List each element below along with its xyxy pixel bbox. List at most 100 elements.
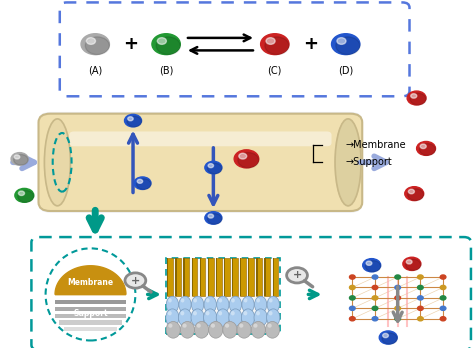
FancyBboxPatch shape bbox=[38, 114, 362, 211]
Circle shape bbox=[420, 144, 426, 149]
Circle shape bbox=[261, 34, 289, 54]
Circle shape bbox=[125, 114, 142, 127]
Circle shape bbox=[349, 275, 355, 279]
Circle shape bbox=[137, 179, 151, 190]
Circle shape bbox=[134, 177, 151, 190]
Circle shape bbox=[379, 331, 397, 344]
FancyBboxPatch shape bbox=[175, 258, 181, 296]
FancyBboxPatch shape bbox=[55, 313, 126, 318]
Circle shape bbox=[409, 189, 414, 194]
FancyBboxPatch shape bbox=[166, 258, 280, 334]
Ellipse shape bbox=[168, 311, 172, 315]
Circle shape bbox=[418, 306, 423, 310]
Ellipse shape bbox=[242, 296, 254, 313]
Circle shape bbox=[156, 37, 180, 54]
Ellipse shape bbox=[241, 309, 255, 326]
FancyBboxPatch shape bbox=[224, 258, 225, 296]
Circle shape bbox=[407, 91, 426, 105]
Ellipse shape bbox=[255, 296, 267, 313]
Ellipse shape bbox=[204, 296, 216, 313]
Circle shape bbox=[372, 275, 378, 279]
Ellipse shape bbox=[166, 309, 179, 326]
Ellipse shape bbox=[197, 324, 201, 328]
Ellipse shape bbox=[191, 309, 204, 326]
Circle shape bbox=[127, 116, 142, 127]
Ellipse shape bbox=[267, 324, 272, 328]
FancyBboxPatch shape bbox=[31, 237, 471, 349]
Text: (B): (B) bbox=[159, 65, 173, 75]
Circle shape bbox=[205, 161, 222, 174]
Circle shape bbox=[11, 153, 28, 165]
Ellipse shape bbox=[182, 324, 187, 328]
Circle shape bbox=[363, 259, 381, 272]
FancyBboxPatch shape bbox=[175, 258, 176, 296]
Circle shape bbox=[410, 93, 426, 105]
Ellipse shape bbox=[229, 309, 242, 326]
Ellipse shape bbox=[194, 321, 209, 338]
Circle shape bbox=[440, 285, 446, 290]
Ellipse shape bbox=[181, 311, 184, 315]
Text: +: + bbox=[123, 35, 138, 53]
FancyBboxPatch shape bbox=[55, 300, 126, 304]
Circle shape bbox=[18, 191, 34, 202]
FancyBboxPatch shape bbox=[60, 2, 410, 96]
Ellipse shape bbox=[266, 309, 280, 326]
Ellipse shape bbox=[209, 321, 223, 338]
FancyBboxPatch shape bbox=[232, 258, 238, 296]
Circle shape bbox=[125, 273, 146, 288]
Circle shape bbox=[372, 306, 378, 310]
Text: Support: Support bbox=[73, 309, 108, 318]
Text: (A): (A) bbox=[88, 65, 102, 75]
Circle shape bbox=[395, 275, 401, 279]
Circle shape bbox=[265, 37, 289, 54]
FancyBboxPatch shape bbox=[273, 258, 278, 296]
Ellipse shape bbox=[204, 309, 217, 326]
FancyBboxPatch shape bbox=[64, 327, 117, 331]
Ellipse shape bbox=[217, 296, 229, 313]
Circle shape bbox=[365, 261, 381, 272]
Ellipse shape bbox=[206, 311, 210, 315]
Circle shape bbox=[14, 155, 20, 159]
Ellipse shape bbox=[223, 321, 237, 338]
Circle shape bbox=[383, 333, 388, 338]
Circle shape bbox=[205, 212, 222, 224]
FancyBboxPatch shape bbox=[264, 258, 265, 296]
Ellipse shape bbox=[180, 321, 194, 338]
Circle shape bbox=[349, 306, 355, 310]
Ellipse shape bbox=[206, 298, 210, 303]
Circle shape bbox=[372, 317, 378, 321]
Ellipse shape bbox=[231, 311, 235, 315]
FancyBboxPatch shape bbox=[248, 258, 249, 296]
FancyBboxPatch shape bbox=[183, 258, 189, 296]
FancyBboxPatch shape bbox=[167, 258, 168, 296]
Circle shape bbox=[419, 143, 436, 155]
Ellipse shape bbox=[253, 324, 257, 328]
FancyBboxPatch shape bbox=[208, 258, 209, 296]
Ellipse shape bbox=[179, 296, 191, 313]
FancyBboxPatch shape bbox=[167, 258, 173, 296]
Circle shape bbox=[208, 214, 222, 224]
Circle shape bbox=[395, 296, 401, 300]
FancyBboxPatch shape bbox=[264, 258, 270, 296]
Polygon shape bbox=[55, 266, 126, 295]
Ellipse shape bbox=[191, 296, 204, 313]
Text: +: + bbox=[292, 270, 301, 280]
Ellipse shape bbox=[229, 296, 242, 313]
Ellipse shape bbox=[47, 249, 134, 340]
Circle shape bbox=[81, 34, 109, 54]
Circle shape bbox=[152, 34, 180, 54]
Circle shape bbox=[366, 261, 372, 265]
Text: →Membrane: →Membrane bbox=[346, 140, 406, 150]
Circle shape bbox=[418, 275, 423, 279]
Ellipse shape bbox=[168, 298, 172, 303]
Text: (C): (C) bbox=[268, 65, 282, 75]
Circle shape bbox=[208, 163, 222, 174]
Circle shape bbox=[406, 259, 421, 270]
FancyBboxPatch shape bbox=[191, 258, 197, 296]
Ellipse shape bbox=[45, 119, 71, 206]
FancyBboxPatch shape bbox=[200, 258, 206, 296]
FancyBboxPatch shape bbox=[240, 258, 241, 296]
Circle shape bbox=[417, 141, 436, 155]
Circle shape bbox=[266, 38, 275, 44]
Ellipse shape bbox=[237, 321, 251, 338]
